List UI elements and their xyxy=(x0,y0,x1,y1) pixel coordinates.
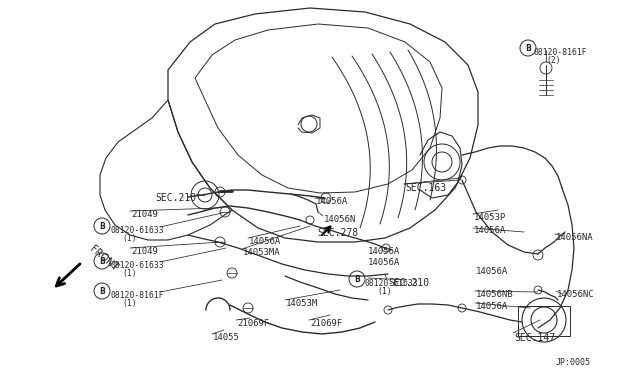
Text: 14056A: 14056A xyxy=(249,237,281,246)
Text: 14056A: 14056A xyxy=(476,302,508,311)
Text: 21049: 21049 xyxy=(131,210,158,219)
Text: 14053M: 14053M xyxy=(286,299,318,308)
Circle shape xyxy=(94,253,110,269)
Text: SEC.147: SEC.147 xyxy=(514,333,555,343)
Circle shape xyxy=(520,40,536,56)
Text: 14053P: 14053P xyxy=(474,213,506,222)
Text: SEC.163: SEC.163 xyxy=(405,183,446,193)
Text: B: B xyxy=(99,257,105,266)
Text: 14055: 14055 xyxy=(213,333,240,342)
Text: SEC.210: SEC.210 xyxy=(155,193,196,203)
Text: 08120-61633: 08120-61633 xyxy=(110,226,164,235)
Circle shape xyxy=(94,283,110,299)
Text: (1): (1) xyxy=(122,234,136,243)
Text: 08120-8161F: 08120-8161F xyxy=(110,291,164,300)
Text: 14056NC: 14056NC xyxy=(557,290,595,299)
Text: 14056A: 14056A xyxy=(368,258,400,267)
Text: 14056A: 14056A xyxy=(476,267,508,276)
Circle shape xyxy=(94,218,110,234)
Text: JP:0005: JP:0005 xyxy=(556,358,591,367)
Text: SEC.210: SEC.210 xyxy=(388,278,429,288)
Text: 08120-61633: 08120-61633 xyxy=(365,279,419,288)
Text: SEC.278: SEC.278 xyxy=(317,228,358,238)
Text: (2): (2) xyxy=(546,56,561,65)
Text: 14056NB: 14056NB xyxy=(476,290,514,299)
Text: B: B xyxy=(99,286,105,295)
Text: B: B xyxy=(525,44,531,52)
Text: B: B xyxy=(354,275,360,283)
Text: 14056A: 14056A xyxy=(474,226,506,235)
Text: 14056A: 14056A xyxy=(368,247,400,256)
Text: 21069F: 21069F xyxy=(237,319,269,328)
Text: B: B xyxy=(99,221,105,231)
Text: (1): (1) xyxy=(122,269,136,278)
Text: 14056A: 14056A xyxy=(316,197,348,206)
Bar xyxy=(518,306,570,336)
Text: 21049: 21049 xyxy=(131,247,158,256)
Text: 08120-8161F: 08120-8161F xyxy=(534,48,588,57)
Text: 21069F: 21069F xyxy=(310,319,342,328)
Text: 08120-61633: 08120-61633 xyxy=(110,261,164,270)
Text: (1): (1) xyxy=(122,299,136,308)
Text: 14053MA: 14053MA xyxy=(243,248,280,257)
Text: FRONT: FRONT xyxy=(88,243,120,273)
Circle shape xyxy=(349,271,365,287)
Text: 14056NA: 14056NA xyxy=(556,233,594,242)
Text: (1): (1) xyxy=(377,287,392,296)
Text: 14056N: 14056N xyxy=(324,215,356,224)
